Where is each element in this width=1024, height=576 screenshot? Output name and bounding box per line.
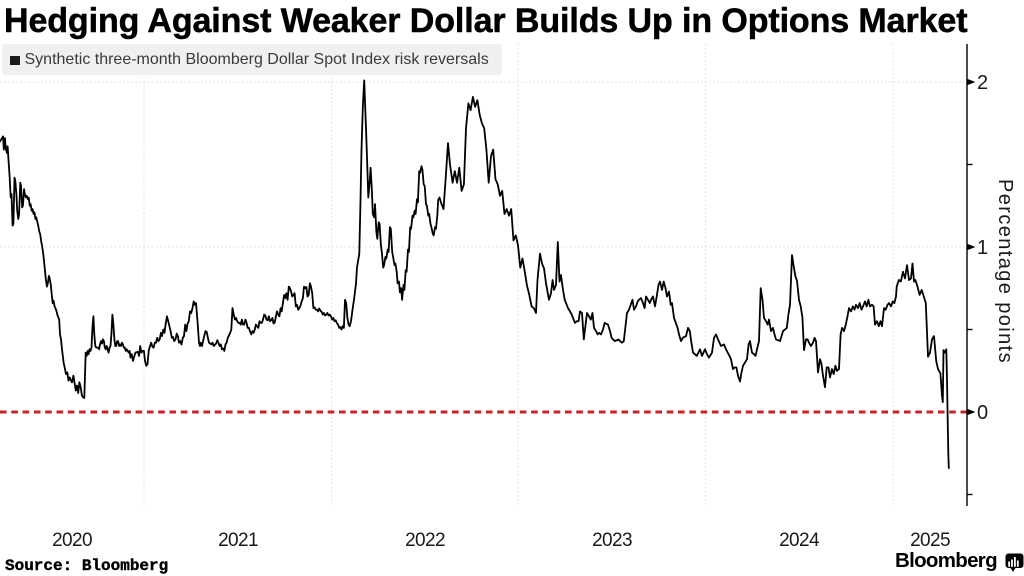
svg-text:2: 2 — [977, 72, 988, 94]
svg-text:1: 1 — [977, 237, 988, 259]
svg-text:0: 0 — [977, 402, 988, 424]
